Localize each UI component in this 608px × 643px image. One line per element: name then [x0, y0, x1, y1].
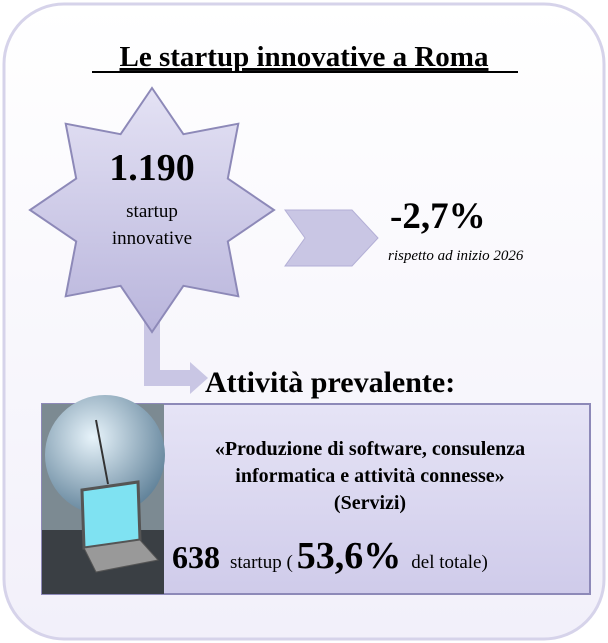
star — [28, 86, 276, 334]
activity-line: informatica e attività connesse» — [235, 465, 504, 487]
activity-heading: Attività prevalente: — [205, 366, 455, 399]
share: 53,6% — [297, 535, 402, 577]
count: 638 — [172, 539, 220, 575]
activity-line: (Servizi) — [334, 492, 406, 514]
change-value: -2,7% — [390, 196, 486, 237]
title: Le startup innovative a Roma — [120, 41, 489, 73]
count-unit: startup ( — [230, 552, 293, 573]
down-arrow-head — [190, 362, 208, 394]
star-value: 1.190 — [109, 147, 195, 189]
down-arrow — [144, 315, 195, 386]
laptop-screen — [80, 480, 142, 550]
activity-line: «Produzione di software, consulenza — [215, 438, 525, 460]
share-unit: del totale) — [411, 552, 488, 573]
star-line: innovative — [112, 228, 192, 249]
cable — [95, 419, 109, 485]
change-note: rispetto ad inizio 2026 — [388, 248, 524, 264]
star-line: startup — [126, 201, 178, 222]
activity-count-line: 638 startup ( 53,6% del totale) — [172, 535, 488, 577]
laptop-base — [83, 539, 159, 573]
chevron — [284, 209, 379, 267]
